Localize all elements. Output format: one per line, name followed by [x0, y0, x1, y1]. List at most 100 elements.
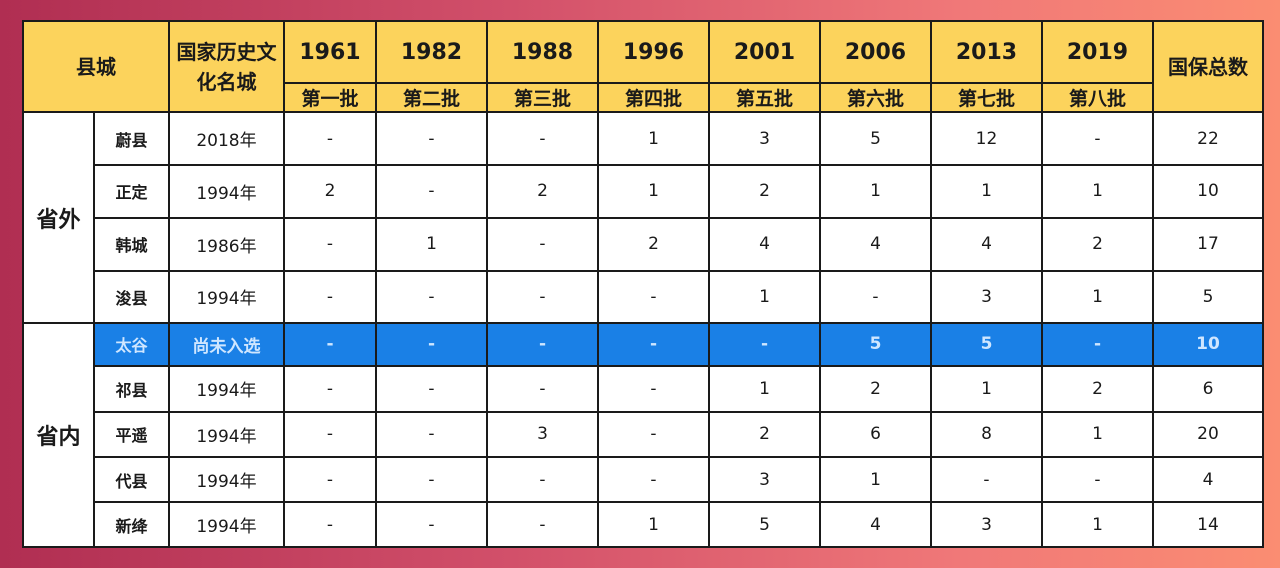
batch-count: 2: [708, 410, 821, 459]
total-count: 4: [1152, 456, 1264, 504]
batch-count: 1: [1041, 269, 1154, 325]
batch-count: -: [1041, 456, 1154, 504]
batch-count: -: [708, 322, 821, 367]
batch-count: 5: [819, 110, 932, 167]
batch-count: 4: [930, 216, 1043, 272]
batch-count: 6: [819, 410, 932, 459]
county-name: 浚县: [93, 269, 170, 325]
batch-count: 5: [819, 322, 932, 367]
batch-count: 2: [597, 216, 710, 272]
historic-city-year: 1994年: [168, 456, 285, 504]
batch-count: 1: [1041, 410, 1154, 459]
batch-count: -: [283, 456, 377, 504]
county-name: 平遥: [93, 410, 170, 459]
year-header: 2006: [819, 20, 932, 84]
historic-city-header: 国家历史文化名城: [168, 20, 285, 113]
batch-count: 3: [930, 269, 1043, 325]
county-name: 正定: [93, 164, 170, 219]
batch-count: -: [283, 269, 377, 325]
batch-count: -: [819, 269, 932, 325]
batch-count: -: [597, 456, 710, 504]
total-count: 5: [1152, 269, 1264, 325]
batch-count: 1: [597, 501, 710, 548]
batch-count: 1: [375, 216, 488, 272]
batch-count: -: [375, 164, 488, 219]
batch-count: 5: [708, 501, 821, 548]
batch-count: 2: [819, 364, 932, 413]
batch-count: -: [283, 364, 377, 413]
batch-count: 4: [708, 216, 821, 272]
batch-header: 第七批: [930, 82, 1043, 113]
batch-count: 8: [930, 410, 1043, 459]
batch-count: 2: [708, 164, 821, 219]
batch-count: -: [486, 322, 599, 367]
historic-city-year: 1986年: [168, 216, 285, 272]
batch-count: -: [597, 410, 710, 459]
county-name: 蔚县: [93, 110, 170, 167]
group-label: 省外: [22, 110, 95, 325]
heritage-table: 县城 国家历史文化名城 1961 1982 1988 1996 2001 2006 2013 20…: [22, 20, 1264, 548]
batch-count: -: [486, 269, 599, 325]
year-header: 1988: [486, 20, 599, 84]
batch-count: -: [486, 456, 599, 504]
batch-header: 第一批: [283, 82, 377, 113]
batch-header: 第五批: [708, 82, 821, 113]
county-name: 太谷: [93, 322, 170, 367]
batch-header: 第四批: [597, 82, 710, 113]
historic-city-year: 1994年: [168, 501, 285, 548]
county-name: 新绛: [93, 501, 170, 548]
batch-count: -: [375, 456, 488, 504]
batch-header: 第二批: [375, 82, 488, 113]
batch-count: 5: [930, 322, 1043, 367]
batch-count: -: [486, 501, 599, 548]
batch-count: 1: [597, 110, 710, 167]
batch-count: -: [283, 110, 377, 167]
batch-count: -: [1041, 110, 1154, 167]
total-count: 10: [1152, 322, 1264, 367]
total-count: 20: [1152, 410, 1264, 459]
batch-count: 2: [1041, 216, 1154, 272]
batch-count: -: [375, 364, 488, 413]
total-count: 10: [1152, 164, 1264, 219]
batch-header: 第八批: [1041, 82, 1154, 113]
year-header: 1982: [375, 20, 488, 84]
batch-count: 2: [283, 164, 377, 219]
county-name: 韩城: [93, 216, 170, 272]
group-label: 省内: [22, 322, 95, 548]
table-row: 代县 1994年 - - - -3 1- -4: [23, 456, 1264, 504]
batch-header: 第六批: [819, 82, 932, 113]
batch-count: -: [375, 110, 488, 167]
batch-count: -: [486, 216, 599, 272]
batch-count: 1: [930, 164, 1043, 219]
table-row: 韩城 1986年 -1-2 4 4 4 2 17: [23, 216, 1264, 272]
year-header: 1996: [597, 20, 710, 84]
batch-count: -: [283, 322, 377, 367]
batch-count: 1: [819, 456, 932, 504]
table-row: 正定 1994年 2-2 1 2 1 1 1 10: [23, 164, 1264, 219]
historic-city-year: 1994年: [168, 410, 285, 459]
batch-count: -: [930, 456, 1043, 504]
batch-count: 1: [708, 269, 821, 325]
batch-count: -: [283, 501, 377, 548]
table-row: 省外 蔚县 2018年 - - -1 3 5 12-22: [22, 110, 1264, 325]
historic-city-year: 1994年: [168, 269, 285, 325]
year-header: 2001: [708, 20, 821, 84]
batch-count: -: [375, 410, 488, 459]
total-count: 6: [1152, 364, 1264, 413]
batch-header: 第三批: [486, 82, 599, 113]
batch-count: 3: [486, 410, 599, 459]
county-name: 代县: [93, 456, 170, 504]
batch-count: 1: [1041, 501, 1154, 548]
total-count: 17: [1152, 216, 1264, 272]
batch-count: -: [1041, 322, 1154, 367]
header-row-batches: 第一批 第二批 第三批 第四批 第五批 第六批 第七批 第八批: [23, 82, 1263, 113]
year-header: 1961: [283, 20, 377, 84]
batch-count: -: [375, 501, 488, 548]
batch-count: 1: [708, 364, 821, 413]
batch-count: 3: [708, 110, 821, 167]
batch-count: 4: [819, 216, 932, 272]
county-header: 县城: [22, 20, 170, 113]
year-header: 2019: [1041, 20, 1154, 84]
table-row: 新绛 1994年 - - -1 5 4 3 1 14: [23, 501, 1264, 548]
batch-count: 1: [597, 164, 710, 219]
